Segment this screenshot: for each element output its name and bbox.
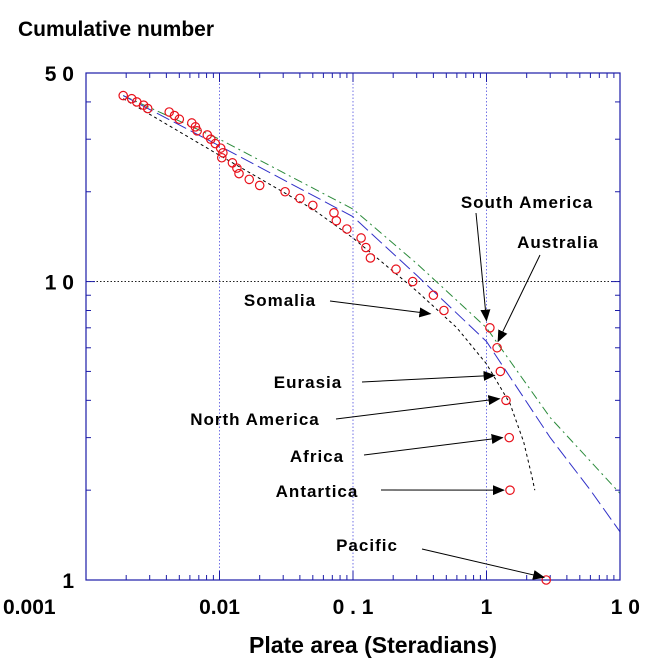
data-point: [280, 186, 290, 197]
data-point: [428, 290, 439, 301]
data-point: [118, 90, 129, 101]
data-point: [218, 148, 228, 158]
annotation-label: Pacific: [336, 536, 398, 555]
annotation-arrow: [497, 254, 541, 343]
grid-lines: [86, 73, 620, 580]
annotation-label: Eurasia: [274, 373, 342, 392]
data-point: [485, 323, 495, 333]
data-point: [174, 114, 185, 125]
x-axis-label: Plate area (Steradians): [249, 632, 497, 658]
data-point: [331, 215, 342, 226]
y-tick-label: 5 0: [45, 63, 74, 86]
chart-title: Cumulative number: [18, 18, 214, 41]
data-point: [232, 163, 242, 173]
annotation-arrow: [421, 548, 546, 580]
fit-curves: [122, 95, 621, 533]
data-point: [356, 233, 366, 243]
annotation-arrow: [361, 370, 496, 383]
annotation-arrow: [475, 212, 491, 322]
fit-curve-long-dash: [122, 95, 621, 533]
x-tick-label: 0 . 1: [333, 596, 374, 619]
data-point: [365, 253, 376, 263]
data-point: [142, 103, 153, 114]
data-point: [505, 485, 515, 495]
data-point: [254, 180, 265, 191]
x-tick-label: 0.01: [199, 596, 240, 619]
annotation-label: Africa: [290, 447, 344, 466]
fit-curve-short-dash: [122, 98, 536, 491]
data-point: [439, 305, 449, 316]
annotation-label: Somalia: [244, 291, 316, 310]
annotation-arrow: [329, 300, 432, 318]
data-point: [216, 152, 227, 163]
data-point: [501, 395, 511, 406]
y-tick-label: 1 0: [45, 272, 74, 295]
data-point: [215, 143, 226, 153]
fit-curve-dash-dot: [122, 95, 621, 494]
data-point: [504, 432, 515, 443]
plate-annotations: South America Australia Somalia Eurasia Nort…: [190, 193, 599, 580]
annotation-label: Antartica: [276, 482, 359, 501]
data-point: [541, 575, 551, 585]
data-point: [244, 174, 255, 185]
data-point: [391, 264, 401, 275]
data-point: [495, 366, 506, 377]
data-point: [361, 242, 371, 253]
data-point: [342, 224, 352, 234]
annotation-label: North America: [190, 410, 320, 429]
data-point: [295, 193, 305, 204]
y-tick-label: 1: [62, 570, 74, 593]
x-tick-label: 1: [481, 596, 493, 619]
data-point: [192, 126, 202, 136]
annotation-label: South America: [461, 193, 593, 212]
x-tick-label: 0.001: [3, 596, 56, 619]
data-points: [118, 90, 551, 585]
axis-ticks: [85, 72, 620, 581]
data-point: [234, 168, 244, 179]
data-point: [492, 342, 502, 353]
annotation-arrow: [363, 434, 504, 456]
annotation-label: Australia: [517, 233, 599, 252]
annotation-arrow: [335, 395, 501, 420]
data-point: [407, 276, 418, 287]
data-point: [329, 208, 339, 218]
data-point: [126, 93, 137, 104]
data-point: [308, 200, 318, 211]
x-tick-label: 1 0: [611, 596, 640, 619]
